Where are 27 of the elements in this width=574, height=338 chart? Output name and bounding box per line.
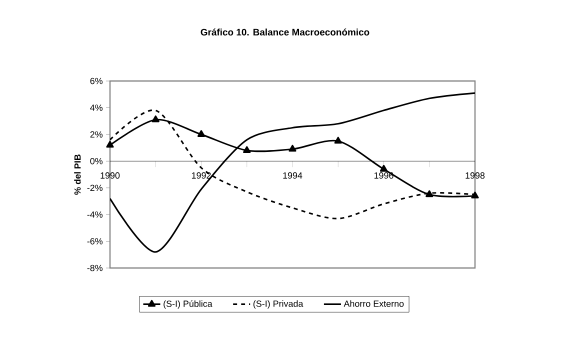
legend-label: (S-I) Privada: [253, 300, 304, 309]
legend-label: Ahorro Externo: [344, 300, 404, 307]
point: [197, 130, 206, 137]
point: [152, 115, 160, 122]
y-tick-label: -4%: [87, 211, 103, 218]
y-tick-label: -6%: [87, 238, 103, 244]
x-tick-label: 1994: [283, 172, 302, 179]
chart-title: Gráfico 10. Balance Macroeconómico: [200, 28, 370, 36]
x-tick-label: 1990: [100, 172, 120, 179]
y-tick-label: 0%: [90, 158, 103, 164]
y-tick-label: 2%: [90, 131, 103, 138]
y-axis-title: % del PIB: [74, 154, 81, 195]
x-tick-label: 1992: [192, 172, 211, 179]
point: [106, 140, 114, 148]
point: [471, 192, 479, 198]
point: [288, 144, 296, 152]
point: [380, 164, 388, 172]
x-tick-label: 1996: [374, 172, 394, 179]
y-tick-label: 6%: [90, 78, 103, 84]
y-tick-label: -2%: [87, 184, 103, 192]
y-tick-label: 4%: [90, 104, 103, 111]
point: [426, 190, 434, 198]
point: [334, 136, 342, 144]
x-tick-label: 1998: [466, 172, 485, 179]
point: [243, 146, 251, 154]
y-tick-label: -8%: [87, 264, 103, 272]
legend-label: (S-I) Pública: [164, 300, 212, 309]
